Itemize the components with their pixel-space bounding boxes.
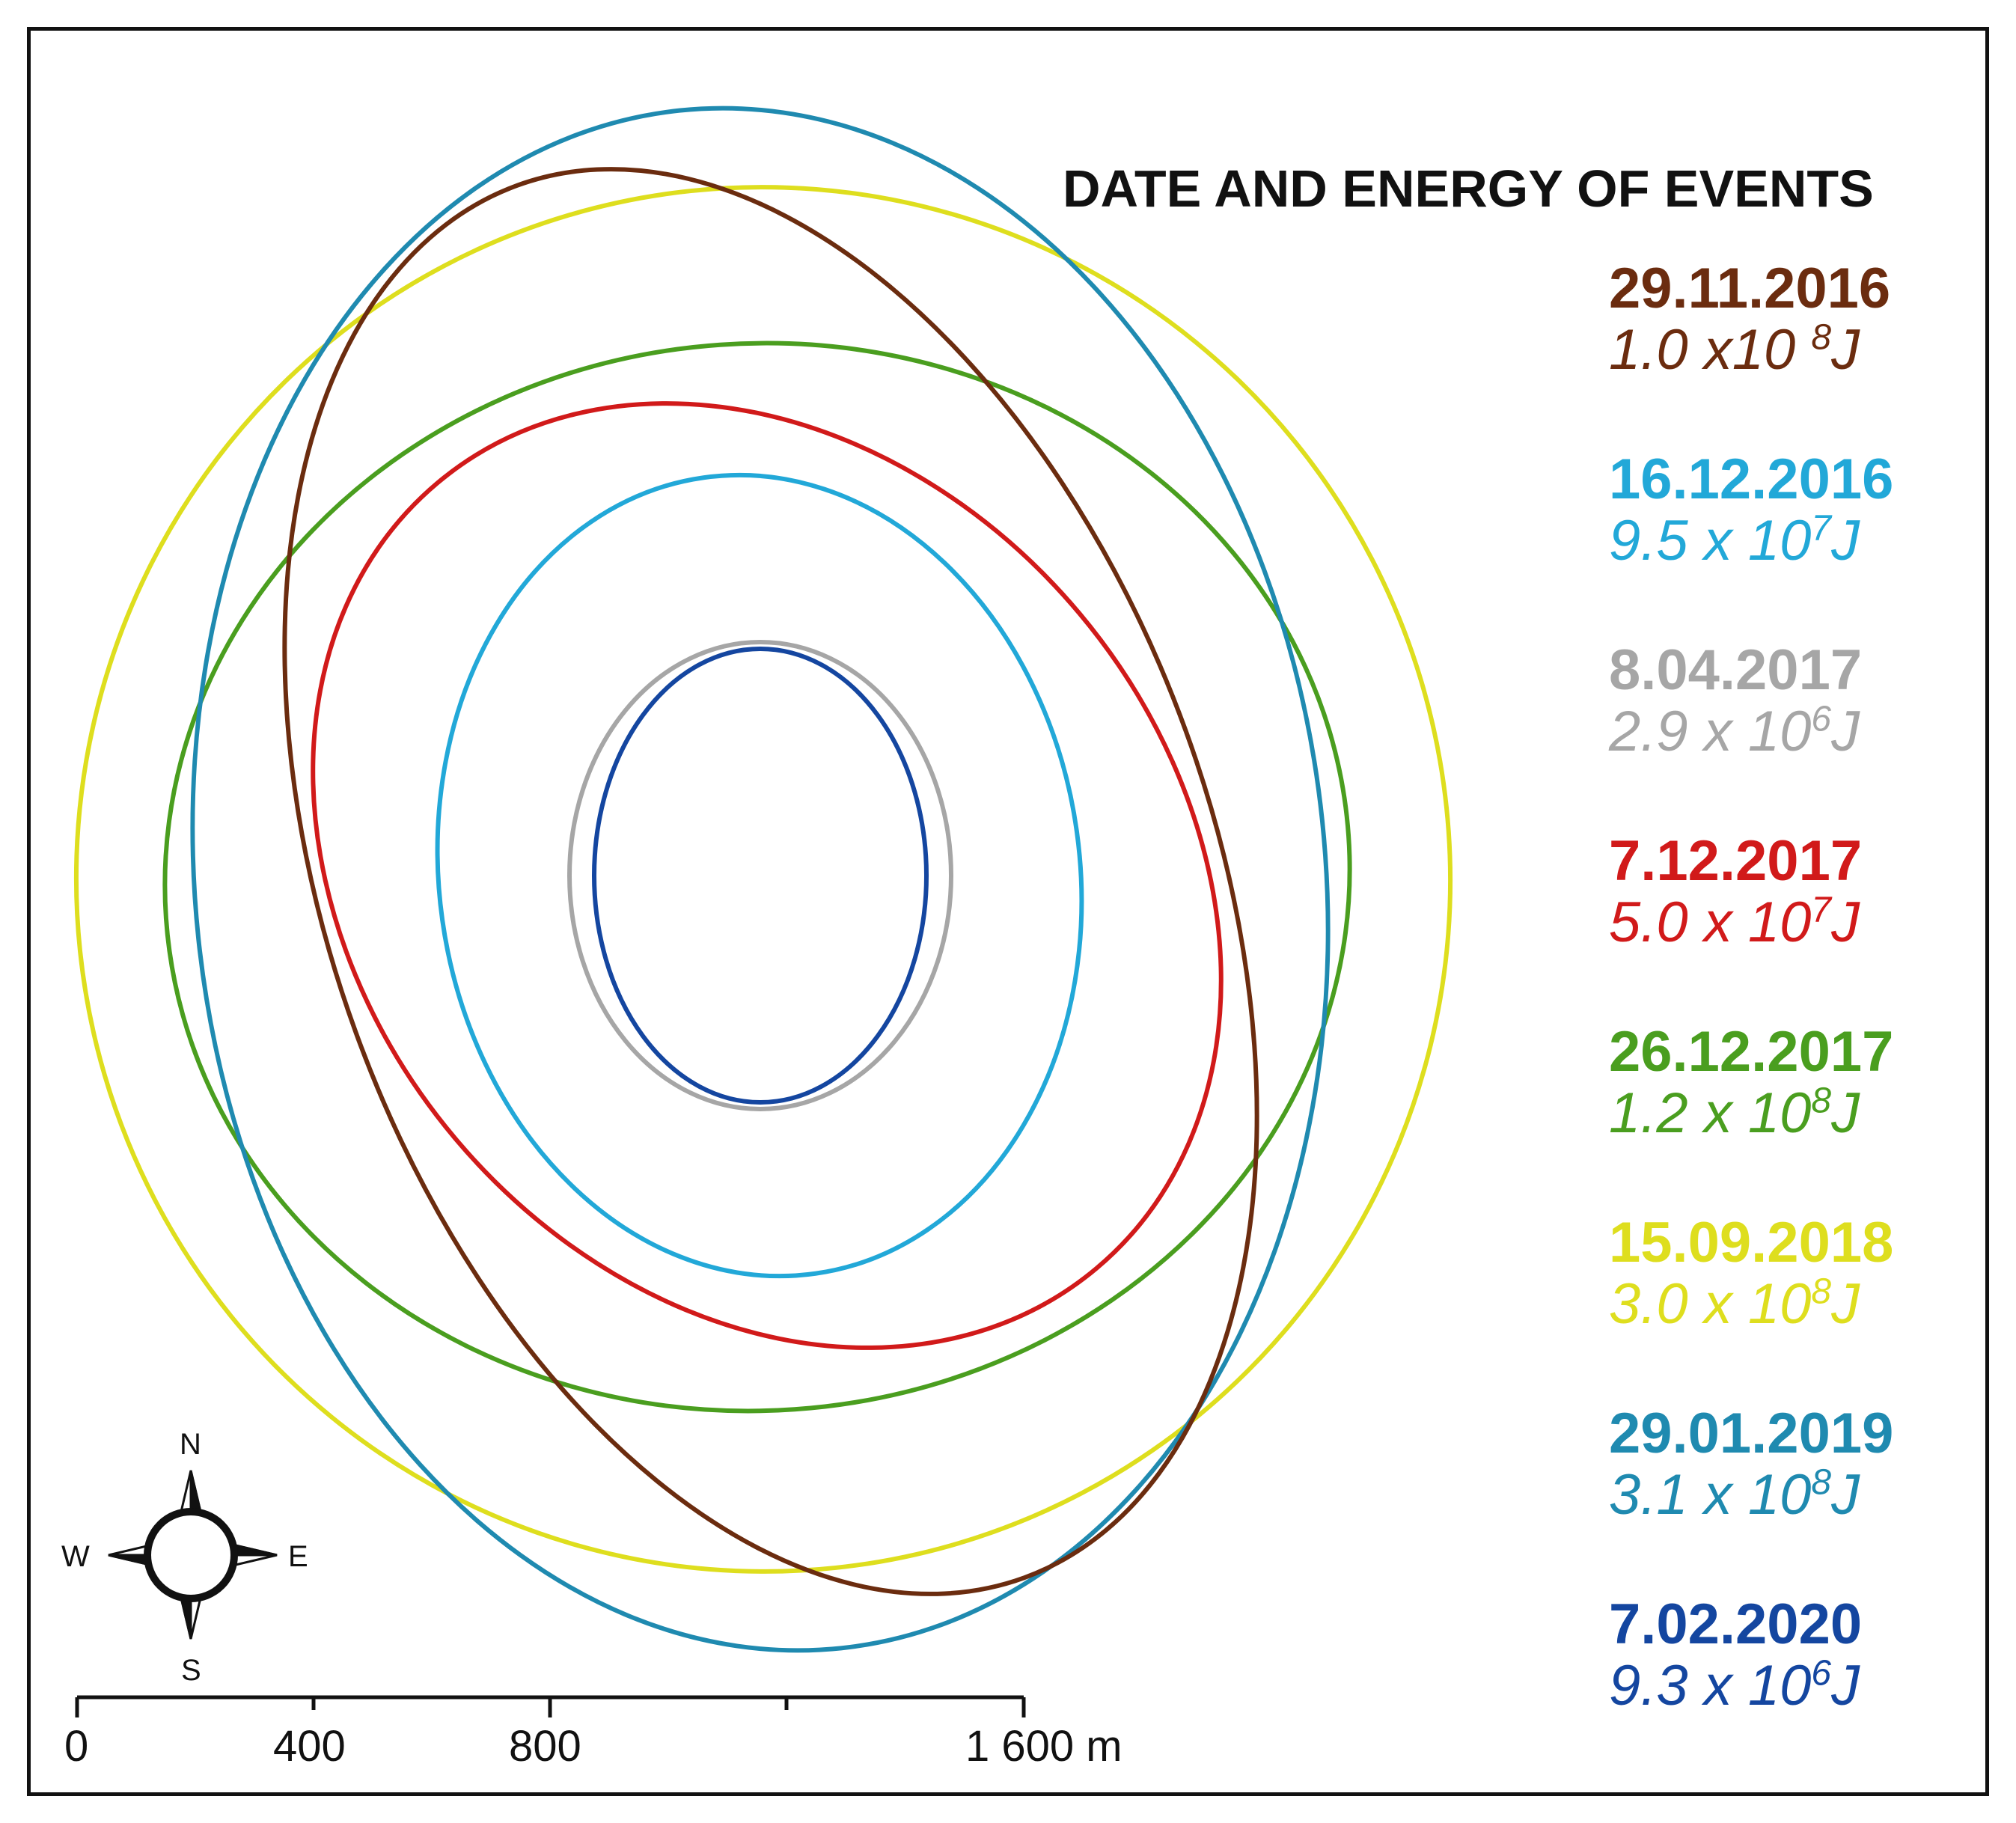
ellipse-29-01-2019 <box>190 106 1331 1653</box>
legend-energy-unit: J <box>1831 891 1860 954</box>
legend-item: 8.04.2017 2.9 x 106J <box>1609 640 1968 831</box>
ellipse-26-12-2017 <box>162 341 1352 1414</box>
legend-date: 29.01.2019 <box>1609 1402 1894 1465</box>
legend-item: 29.01.2019 3.1 x 108J <box>1609 1403 1968 1594</box>
legend-date: 26.12.2017 <box>1609 1020 1894 1084</box>
legend-energy: 9.5 x 107J <box>1609 510 1968 572</box>
scale-label-800: 800 <box>509 1722 581 1771</box>
scale-label-400: 400 <box>273 1722 346 1771</box>
legend-energy-base: 5.0 x 10 <box>1609 891 1812 954</box>
compass-rose-icon <box>108 1470 278 1640</box>
legend-item: 7.02.2020 9.3 x 106J <box>1609 1594 1968 1785</box>
legend-energy: 3.1 x 108J <box>1609 1465 1968 1526</box>
map-frame <box>27 27 1989 1796</box>
legend-energy-unit: J <box>1831 1654 1860 1717</box>
legend-date: 8.04.2017 <box>1609 638 1863 702</box>
compass-west-label: W <box>61 1540 90 1573</box>
legend-energy-base: 1.2 x 10 <box>1609 1081 1812 1145</box>
legend-item: 26.12.2017 1.2 x 108J <box>1609 1022 1968 1212</box>
legend-energy: 9.3 x 106J <box>1609 1655 1968 1717</box>
legend-date: 29.11.2016 <box>1609 257 1891 320</box>
compass-south-label: S <box>181 1654 201 1687</box>
ellipse-8-04-2017 <box>567 640 953 1111</box>
compass-north-label: N <box>180 1428 201 1461</box>
legend-energy-unit: J <box>1831 1272 1860 1336</box>
legend-energy-unit: J <box>1831 509 1860 572</box>
legend-energy-base: 9.5 x 10 <box>1609 509 1812 572</box>
legend-energy-exponent: 8 <box>1811 317 1832 358</box>
ellipse-7-02-2020 <box>592 647 929 1105</box>
legend-energy-base: 9.3 x 10 <box>1609 1654 1812 1717</box>
legend-energy-unit: J <box>1831 318 1860 382</box>
legend-energy: 2.9 x 106J <box>1609 701 1968 763</box>
legend-energy-exponent: 7 <box>1811 890 1832 930</box>
legend-item: 15.09.2018 3.0 x 108J <box>1609 1212 1968 1403</box>
legend-energy-unit: J <box>1831 1081 1860 1145</box>
legend-energy-exponent: 7 <box>1811 508 1832 549</box>
ellipse-29-11-2016 <box>282 167 1259 1596</box>
legend-energy-exponent: 6 <box>1811 1653 1832 1694</box>
scale-bar <box>75 1695 1026 1717</box>
legend-energy-exponent: 8 <box>1811 1462 1832 1503</box>
legend-energy-base: 1.0 x10 <box>1609 318 1812 382</box>
legend-energy-exponent: 8 <box>1811 1081 1832 1121</box>
scale-label-0: 0 <box>64 1722 89 1771</box>
legend-date: 15.09.2018 <box>1609 1211 1894 1274</box>
legend-energy-unit: J <box>1831 1463 1860 1527</box>
legend-energy: 1.2 x 108J <box>1609 1083 1968 1144</box>
legend-title: DATE AND ENERGY OF EVENTS <box>1063 159 1874 218</box>
compass-east-label: E <box>288 1540 308 1573</box>
legend-energy-unit: J <box>1831 700 1860 763</box>
ellipse-16-12-2016 <box>435 472 1084 1279</box>
scale-label-1600: 1 600 m <box>965 1722 1122 1771</box>
legend-energy: 1.0 x10 8J <box>1609 320 1968 381</box>
legend-energy-base: 2.9 x 10 <box>1609 700 1812 763</box>
legend-energy: 3.0 x 108J <box>1609 1274 1968 1335</box>
legend-energy-base: 3.1 x 10 <box>1609 1463 1812 1527</box>
legend-item: 7.12.2017 5.0 x 107J <box>1609 831 1968 1022</box>
legend-item: 29.11.2016 1.0 x10 8J <box>1609 258 1968 449</box>
legend: 29.11.2016 1.0 x10 8J 16.12.2016 9.5 x 107J… <box>1609 258 1968 1785</box>
legend-item: 16.12.2016 9.5 x 107J <box>1609 449 1968 640</box>
legend-date: 7.12.2017 <box>1609 829 1863 893</box>
legend-energy: 5.0 x 107J <box>1609 892 1968 953</box>
legend-energy-exponent: 8 <box>1811 1271 1832 1312</box>
legend-energy-base: 3.0 x 10 <box>1609 1272 1812 1336</box>
legend-energy-exponent: 6 <box>1811 699 1832 739</box>
legend-date: 16.12.2016 <box>1609 448 1894 511</box>
ellipse-7-12-2017 <box>311 401 1224 1350</box>
ellipse-15-09-2018 <box>73 185 1453 1574</box>
legend-date: 7.02.2020 <box>1609 1593 1863 1656</box>
